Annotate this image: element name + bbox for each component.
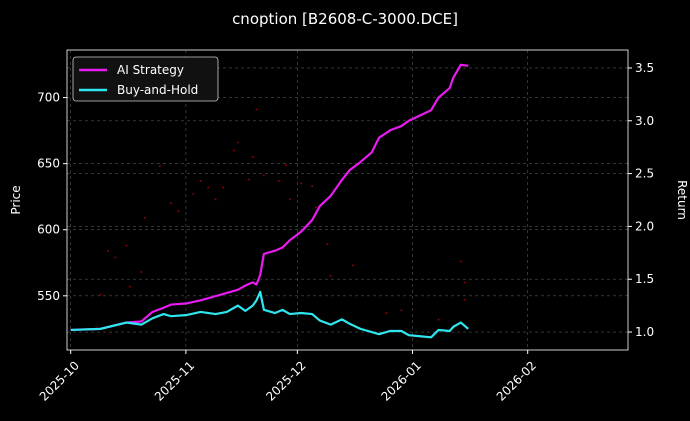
plot-frame [66,49,629,351]
y-tick-label: 550 [37,289,60,303]
y2-tick-label: 1.5 [635,272,654,286]
price-point [285,163,288,166]
y2-tick-label: 2.5 [635,167,654,181]
x-tick-label: 2025-11 [152,358,197,403]
price-point [300,182,303,185]
legend-label: Buy-and-Hold [117,83,198,97]
price-point [99,293,102,296]
price-point [326,243,329,246]
legend: AI Strategy Buy-and-Hold [72,56,219,102]
price-point [233,149,236,152]
x-tick-label: 2026-02 [494,358,539,403]
x-tick-label: 2025-10 [37,358,82,403]
price-point [311,185,314,188]
y-tick-label: 700 [37,91,60,105]
price-point [288,198,291,201]
price-point [214,198,217,201]
price-point [199,179,202,182]
price-point [125,244,128,247]
y-tick-label: 650 [37,157,60,171]
price-point [463,298,466,301]
price-point [144,216,147,219]
y2-axis-label: Return [675,180,689,220]
price-point [248,178,251,181]
price-point [170,202,173,205]
price-point [114,256,117,259]
price-point [463,281,466,284]
price-point [314,206,317,209]
chart-title: cnoption [B2608-C-3000.DCE] [232,10,458,28]
series-line [70,290,469,339]
price-point [192,193,195,196]
y-axis-label: Price [9,185,23,214]
price-point [222,186,225,189]
price-point [277,179,280,182]
y2-tick-label: 2.0 [635,219,654,233]
price-point [106,249,109,252]
y2-tick-label: 1.0 [635,325,654,339]
price-point [385,311,388,314]
price-point [140,271,143,274]
price-point [236,141,239,144]
price-point [437,318,440,321]
price-point [251,156,254,159]
price-point [400,309,403,312]
price-point [129,285,132,288]
legend-box [72,56,219,102]
y2-tick-label: 3.0 [635,114,654,128]
series-line [70,63,469,332]
price-point [262,174,265,177]
price-point [158,165,161,168]
x-tick-label: 2025-12 [263,358,308,403]
price-point [352,264,355,267]
price-point [255,108,258,111]
price-point [207,186,210,189]
price-point [329,274,332,277]
y-tick-label: 600 [37,223,60,237]
x-tick-label: 2026-01 [379,358,424,403]
y2-tick-label: 3.5 [635,61,654,75]
price-point [459,260,462,263]
price-point [177,210,180,213]
legend-label: AI Strategy [117,63,184,77]
